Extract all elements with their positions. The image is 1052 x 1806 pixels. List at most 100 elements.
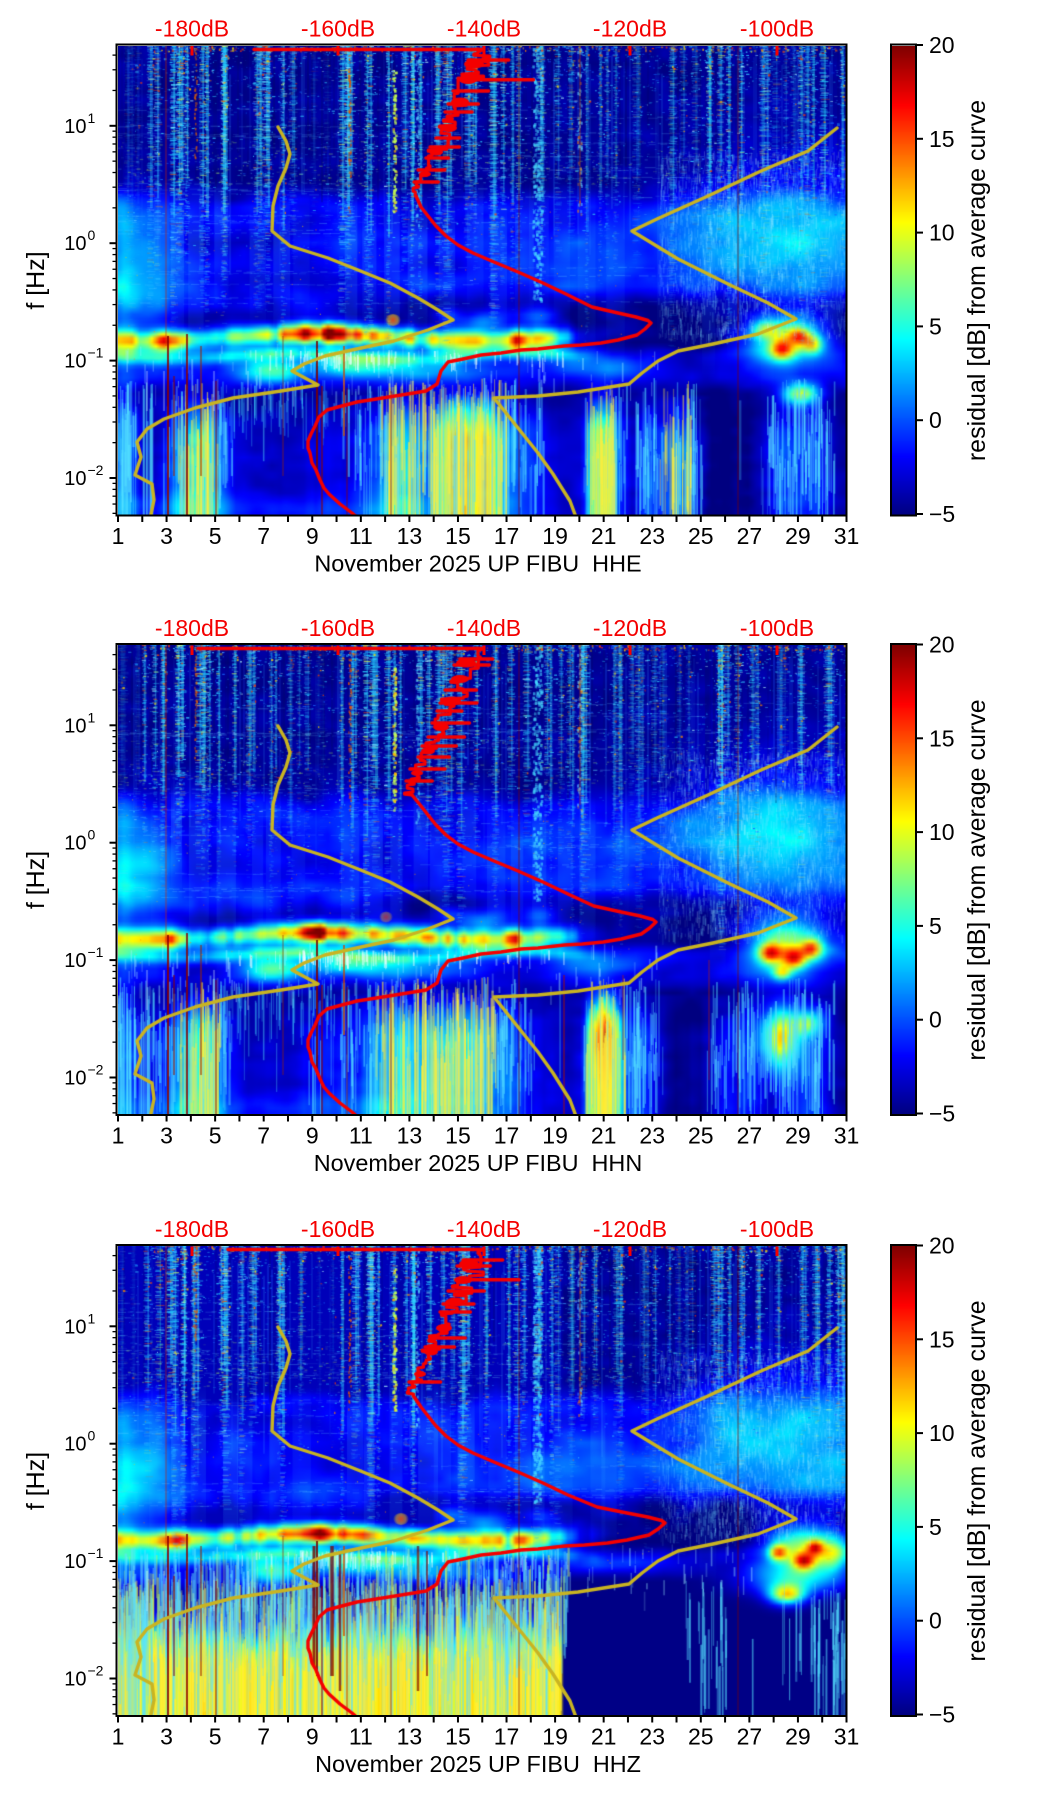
svg-text:15: 15 — [445, 523, 471, 549]
svg-text:−2: −2 — [88, 1663, 104, 1679]
svg-text:29: 29 — [785, 1724, 811, 1750]
svg-text:3: 3 — [160, 523, 173, 549]
svg-text:-120dB: -120dB — [593, 16, 667, 42]
svg-text:1: 1 — [112, 523, 125, 549]
svg-text:27: 27 — [737, 1123, 763, 1149]
svg-text:5: 5 — [209, 1123, 222, 1149]
svg-text:1: 1 — [88, 1310, 96, 1326]
svg-text:-120dB: -120dB — [593, 615, 667, 641]
svg-text:9: 9 — [306, 1123, 319, 1149]
svg-text:17: 17 — [494, 1123, 520, 1149]
svg-text:1: 1 — [112, 1123, 125, 1149]
svg-text:-180dB: -180dB — [155, 1216, 229, 1242]
svg-text:9: 9 — [306, 523, 319, 549]
svg-text:1: 1 — [112, 1724, 125, 1750]
svg-text:5: 5 — [929, 1514, 942, 1540]
svg-text:-160dB: -160dB — [301, 615, 375, 641]
svg-text:17: 17 — [494, 1724, 520, 1750]
svg-text:25: 25 — [688, 1724, 714, 1750]
svg-text:10: 10 — [64, 1068, 86, 1090]
svg-text:13: 13 — [397, 523, 423, 549]
svg-text:10: 10 — [64, 468, 86, 490]
svg-text:-100dB: -100dB — [740, 615, 814, 641]
svg-text:10: 10 — [64, 1316, 86, 1338]
svg-text:15: 15 — [929, 725, 955, 751]
svg-text:7: 7 — [257, 523, 270, 549]
svg-text:5: 5 — [929, 313, 942, 339]
svg-text:-160dB: -160dB — [301, 1216, 375, 1242]
svg-text:25: 25 — [688, 523, 714, 549]
svg-text:−1: −1 — [88, 1545, 104, 1561]
svg-text:31: 31 — [834, 1123, 860, 1149]
svg-text:19: 19 — [542, 523, 568, 549]
svg-text:10: 10 — [64, 116, 86, 138]
svg-text:11: 11 — [349, 1123, 373, 1149]
svg-text:10: 10 — [64, 833, 86, 855]
svg-text:November 2025 UP FIBU HHE: November 2025 UP FIBU HHE — [314, 551, 641, 577]
svg-text:5: 5 — [209, 523, 222, 549]
svg-text:20: 20 — [929, 1233, 955, 1259]
svg-text:21: 21 — [591, 1123, 617, 1149]
svg-text:10: 10 — [64, 233, 86, 255]
svg-text:−1: −1 — [88, 345, 104, 361]
svg-text:10: 10 — [929, 220, 955, 246]
svg-text:27: 27 — [737, 1724, 763, 1750]
svg-text:3: 3 — [160, 1123, 173, 1149]
svg-text:-140dB: -140dB — [447, 615, 521, 641]
svg-text:-100dB: -100dB — [740, 1216, 814, 1242]
svg-text:0: 0 — [88, 227, 96, 243]
svg-text:1: 1 — [88, 709, 96, 725]
svg-text:10: 10 — [64, 1669, 86, 1691]
svg-text:0: 0 — [929, 1608, 942, 1634]
svg-text:0: 0 — [929, 1007, 942, 1033]
svg-text:13: 13 — [397, 1724, 423, 1750]
svg-text:f [Hz]: f [Hz] — [22, 1452, 50, 1510]
svg-text:−2: −2 — [88, 462, 104, 478]
svg-text:0: 0 — [88, 1428, 96, 1444]
svg-text:9: 9 — [306, 1724, 319, 1750]
svg-text:3: 3 — [160, 1724, 173, 1750]
svg-text:25: 25 — [688, 1123, 714, 1149]
svg-text:residual [dB] from average cur: residual [dB] from average curve — [963, 100, 991, 461]
svg-text:5: 5 — [209, 1724, 222, 1750]
svg-text:27: 27 — [737, 523, 763, 549]
svg-text:5: 5 — [929, 913, 942, 939]
svg-text:-140dB: -140dB — [447, 1216, 521, 1242]
svg-text:-120dB: -120dB — [593, 1216, 667, 1242]
svg-text:10: 10 — [929, 1420, 955, 1446]
svg-text:29: 29 — [785, 523, 811, 549]
svg-text:f [Hz]: f [Hz] — [22, 251, 50, 309]
svg-text:23: 23 — [639, 1724, 665, 1750]
svg-text:15: 15 — [929, 126, 955, 152]
svg-text:11: 11 — [349, 523, 373, 549]
svg-text:23: 23 — [639, 1123, 665, 1149]
svg-text:November 2025 UP FIBU HHN: November 2025 UP FIBU HHN — [314, 1150, 642, 1176]
svg-text:residual [dB] from average cur: residual [dB] from average curve — [963, 1300, 991, 1661]
svg-text:-140dB: -140dB — [447, 16, 521, 42]
svg-text:10: 10 — [64, 950, 86, 972]
svg-text:−5: −5 — [929, 501, 955, 527]
svg-text:10: 10 — [64, 351, 86, 373]
svg-text:17: 17 — [494, 523, 520, 549]
svg-text:−5: −5 — [929, 1101, 955, 1127]
svg-text:31: 31 — [834, 523, 860, 549]
svg-text:13: 13 — [397, 1123, 423, 1149]
svg-text:15: 15 — [445, 1123, 471, 1149]
svg-text:10: 10 — [64, 1434, 86, 1456]
svg-text:-180dB: -180dB — [155, 615, 229, 641]
svg-text:10: 10 — [64, 715, 86, 737]
svg-text:November 2025 UP FIBU HHZ: November 2025 UP FIBU HHZ — [315, 1751, 641, 1777]
svg-text:-180dB: -180dB — [155, 16, 229, 42]
svg-text:19: 19 — [542, 1724, 568, 1750]
svg-text:21: 21 — [591, 523, 617, 549]
svg-text:29: 29 — [785, 1123, 811, 1149]
svg-text:10: 10 — [929, 819, 955, 845]
svg-text:20: 20 — [929, 632, 955, 658]
svg-text:15: 15 — [929, 1326, 955, 1352]
svg-text:31: 31 — [834, 1724, 860, 1750]
svg-text:−1: −1 — [88, 944, 104, 960]
svg-text:10: 10 — [64, 1551, 86, 1573]
svg-text:11: 11 — [349, 1724, 373, 1750]
svg-text:0: 0 — [88, 827, 96, 843]
svg-text:20: 20 — [929, 32, 955, 58]
